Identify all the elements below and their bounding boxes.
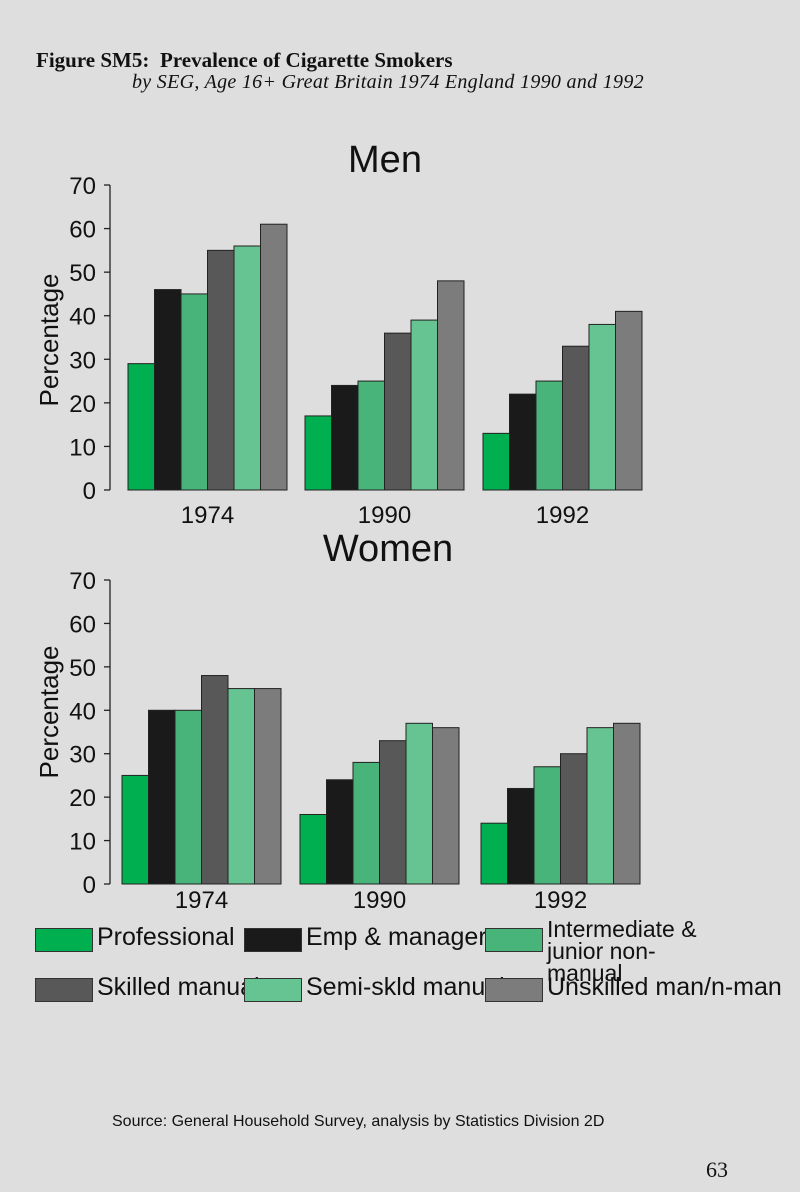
- bar: [233, 245, 261, 491]
- x-category-label: 1992: [534, 887, 587, 914]
- bar: [148, 709, 176, 885]
- y-tick-label: 0: [83, 872, 96, 899]
- legend-label-skilled-manual: Skilled manual: [97, 973, 260, 1001]
- bar: [379, 740, 407, 885]
- bar: [127, 363, 155, 491]
- chart-title: Women: [323, 528, 453, 570]
- y-tick-label: 50: [69, 655, 96, 682]
- x-category-label: 1990: [358, 502, 411, 529]
- chart-women: Women Percentage 0 10 20 30 40 50 60 70 1974 1990 19…: [34, 528, 641, 914]
- bar: [299, 814, 327, 885]
- bar: [304, 415, 332, 491]
- y-tick-label: 50: [69, 260, 96, 287]
- bar: [562, 345, 590, 491]
- source-note: Source: General Household Survey, analys…: [112, 1113, 605, 1130]
- bar: [482, 432, 510, 491]
- bar: [326, 779, 354, 885]
- x-category-label: 1992: [536, 502, 589, 529]
- bar: [260, 223, 288, 491]
- y-tick-label: 20: [69, 391, 96, 418]
- y-tick-label: 60: [69, 217, 96, 244]
- legend-swatch-intermediate: [485, 928, 543, 952]
- legend-label-professional: Professional: [97, 923, 235, 951]
- bar: [615, 310, 643, 491]
- legend-swatch-professional: [35, 928, 93, 952]
- y-tick-label: 10: [69, 434, 96, 461]
- bar: [613, 722, 641, 885]
- y-axis-label: Percentage: [34, 274, 64, 407]
- bar: [437, 280, 465, 491]
- y-tick-label: 0: [83, 478, 96, 505]
- bar: [432, 727, 460, 885]
- chart-title: Men: [348, 139, 422, 181]
- legend-label-unskilled: Unskilled man/n-man: [547, 973, 782, 1001]
- x-category-label: 1974: [181, 502, 234, 529]
- bar: [180, 293, 208, 491]
- legend-label-intermediate: Intermediate & junior non-manual: [547, 916, 697, 986]
- bar: [352, 761, 380, 885]
- y-tick-label: 40: [69, 698, 96, 725]
- figure-subtitle: by SEG, Age 16+ Great Britain 1974 Engla…: [132, 71, 644, 93]
- legend-swatch-emp-managers: [244, 928, 302, 952]
- bar: [174, 709, 202, 885]
- y-tick-label: 20: [69, 785, 96, 812]
- bar: [533, 766, 561, 885]
- y-tick-label: 30: [69, 347, 96, 374]
- x-category-label: 1990: [353, 887, 406, 914]
- bar: [384, 332, 412, 491]
- figure-title: Prevalence of Cigarette Smokers: [160, 48, 453, 72]
- page-number: 63: [706, 1157, 728, 1182]
- bar: [480, 822, 508, 885]
- y-tick-label: 30: [69, 742, 96, 769]
- y-tick-label: 60: [69, 611, 96, 638]
- legend-label-emp-managers: Emp & managers: [306, 923, 500, 951]
- chart-men: Men Percentage 0 10 20 30 40 50 60 70 1974 1990 1992: [34, 139, 643, 529]
- bar: [588, 323, 616, 491]
- y-tick-label: 10: [69, 829, 96, 856]
- bar: [227, 688, 255, 885]
- bar: [254, 688, 282, 885]
- bar: [357, 380, 385, 491]
- y-axis-label: Percentage: [34, 646, 64, 779]
- y-tick-label: 70: [69, 173, 96, 200]
- bar: [507, 787, 535, 885]
- legend-swatch-skilled-manual: [35, 978, 93, 1002]
- bar: [405, 722, 433, 885]
- bar: [154, 289, 182, 491]
- bar: [207, 249, 235, 491]
- legend-swatch-semi-skilled: [244, 978, 302, 1002]
- y-tick-label: 40: [69, 304, 96, 331]
- bar: [201, 675, 229, 885]
- bar: [560, 753, 588, 885]
- bar: [535, 380, 563, 491]
- legend-swatch-unskilled: [485, 978, 543, 1002]
- bar: [121, 774, 149, 885]
- x-category-label: 1974: [175, 887, 228, 914]
- legend-label-semi-skilled: Semi-skld manual: [306, 973, 505, 1001]
- bar: [586, 727, 614, 885]
- bar: [331, 384, 359, 491]
- bar: [509, 393, 537, 491]
- figure-label: Figure SM5:: [36, 48, 150, 72]
- bar: [410, 319, 438, 491]
- y-tick-label: 70: [69, 568, 96, 595]
